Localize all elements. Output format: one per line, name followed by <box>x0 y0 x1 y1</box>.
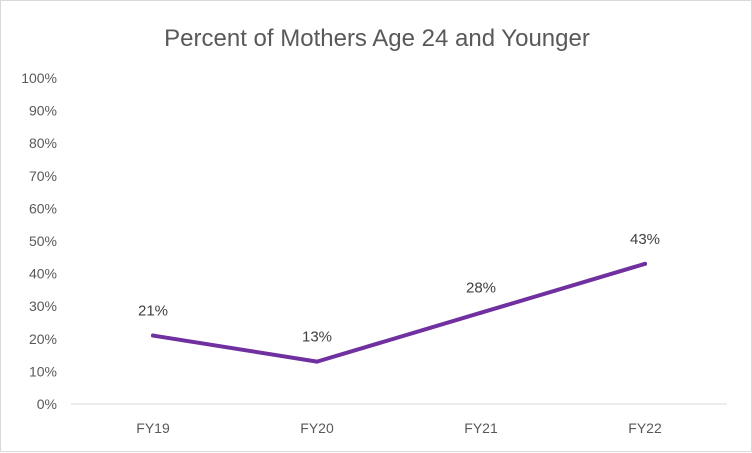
data-point <box>479 310 483 315</box>
chart-title: Percent of Mothers Age 24 and Younger <box>164 25 590 52</box>
y-tick-label: 30% <box>29 298 57 314</box>
y-tick-label: 50% <box>29 233 57 249</box>
y-axis: 0% 10% 20% 30% 40% 50% 60% 70% 80% 90% 100% <box>21 70 57 412</box>
data-labels: 21% 13% 28% 43% <box>138 231 660 346</box>
x-axis: FY19 FY20 FY21 FY22 <box>71 403 727 436</box>
y-tick-label: 20% <box>29 331 57 347</box>
data-label: 28% <box>466 280 496 297</box>
y-tick-label: 10% <box>29 363 57 379</box>
y-tick-label: 90% <box>29 103 57 119</box>
series-layer <box>151 261 647 364</box>
data-point <box>643 261 647 266</box>
x-tick-label: FY19 <box>136 420 170 436</box>
y-tick-label: 60% <box>29 200 57 216</box>
x-tick-label: FY21 <box>464 420 498 436</box>
y-tick-label: 70% <box>29 168 57 184</box>
data-label: 13% <box>302 329 332 346</box>
x-tick-label: FY20 <box>300 420 334 436</box>
data-label: 21% <box>138 303 168 320</box>
y-tick-label: 80% <box>29 135 57 151</box>
data-point <box>315 359 319 364</box>
y-tick-label: 0% <box>37 396 57 412</box>
data-label: 43% <box>630 231 660 248</box>
y-tick-label: 100% <box>21 70 57 86</box>
x-tick-label: FY22 <box>628 420 662 436</box>
y-tick-label: 40% <box>29 266 57 282</box>
data-point <box>151 333 155 338</box>
series-line <box>151 261 647 364</box>
